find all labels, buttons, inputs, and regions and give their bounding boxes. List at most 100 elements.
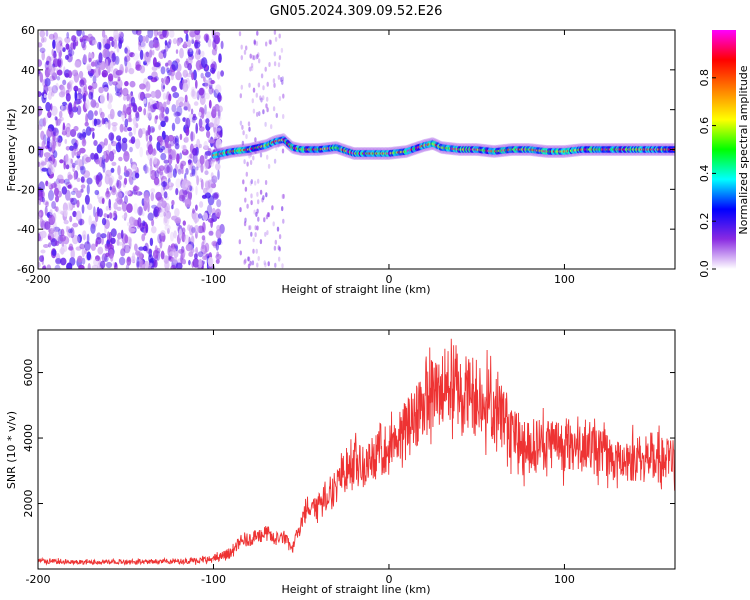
spectrogram-noise-cell <box>48 189 54 201</box>
spectrogram-noise-cell <box>98 86 104 94</box>
spectrogram-streak-cell <box>249 53 252 59</box>
spectrogram-noise-cell <box>215 229 222 239</box>
spectrogram-noise-cell <box>58 178 66 184</box>
spectrogram-noise-cell <box>184 136 189 143</box>
spectrogram-noise-cell <box>153 39 160 49</box>
colorbar-tick-label: 0.0 <box>698 260 711 278</box>
spectrogram-noise-cell <box>151 218 155 227</box>
spectrogram-noise-cell <box>60 228 65 237</box>
spectrogram-noise-cell <box>104 43 111 50</box>
spectrogram-noise-cell <box>118 156 123 162</box>
spectrogram-streak-cell <box>266 107 269 113</box>
spectrogram-noise-cell <box>94 110 98 116</box>
spectrogram-noise-cell <box>153 157 158 165</box>
spectrogram-noise-cell <box>122 104 127 115</box>
spectrogram-noise-cell <box>201 241 205 250</box>
spectrogram-streak-cell <box>260 97 263 103</box>
spectrogram-streak-cell <box>262 195 265 201</box>
spectrogram-noise-cell <box>48 147 52 152</box>
spectrogram-noise-cell <box>146 248 153 254</box>
spectrogram-noise-cell <box>141 210 145 217</box>
spectrogram-noise-cell <box>48 164 53 176</box>
spectrogram-streak-cell <box>251 98 254 104</box>
spectrogram-streak-cell <box>267 163 271 169</box>
spectrogram-noise-cell <box>100 111 105 119</box>
spectrogram-noise-cell <box>198 126 205 132</box>
spectrogram-noise-cell <box>65 164 70 170</box>
spectrogram-noise-cell <box>124 56 128 67</box>
spectrogram-noise-cell <box>165 62 169 67</box>
spectrogram-noise-cell <box>58 110 63 118</box>
spectrogram-noise-cell <box>217 92 222 103</box>
spectrogram-noise-cell <box>149 171 153 177</box>
spectrogram-noise-cell <box>160 250 165 260</box>
spectrogram-noise-cell <box>166 164 173 174</box>
spectrogram-noise-cell <box>173 111 180 118</box>
spectrogram-noise-cell <box>206 130 211 138</box>
spectrogram-streak-cell <box>242 130 245 136</box>
spectrogram-noise-cell <box>138 206 142 216</box>
spectrogram-noise-cell <box>94 59 101 69</box>
spectrogram-streak-cell <box>278 234 282 240</box>
spectrogram-streak-cell <box>275 146 278 151</box>
spectrogram-noise-cell <box>187 62 193 71</box>
spectrogram-noise-cell <box>150 164 153 175</box>
spectrogram-streak-cell <box>246 203 249 209</box>
spectrogram-streak-cell <box>266 154 269 160</box>
spectrogram-noise-cell <box>54 230 60 241</box>
spectrogram-noise-cell <box>176 105 183 117</box>
spectrogram-noise-cell <box>101 117 105 125</box>
spectrogram-noise-cell <box>86 65 92 72</box>
spectrogram-noise-cell <box>151 66 158 71</box>
spectrogram-noise-cell <box>160 120 166 128</box>
spectrogram-noise-cell <box>49 209 53 216</box>
spectrogram-streak-cell <box>238 239 241 245</box>
spectrogram-noise-cell <box>65 225 69 233</box>
spectrogram-noise-cell <box>215 162 221 171</box>
spectrogram-noise-cell <box>134 172 140 179</box>
chart-title: GN05.2024.309.09.52.E26 <box>270 4 443 19</box>
spectrogram-noise-cell <box>153 177 160 186</box>
spectrogram-streak-cell <box>252 87 256 93</box>
spectrogram-noise-cell <box>183 234 190 245</box>
spectrogram-streak-cell <box>240 84 243 90</box>
spectrogram-noise-cell <box>144 93 152 98</box>
spectrogram-noise-cell <box>69 215 73 223</box>
spectrogram-noise-cell <box>201 57 208 69</box>
spectrogram-noise-cell <box>85 156 92 163</box>
spectrogram-noise-cell <box>76 199 80 208</box>
spectrogram-noise-cell <box>129 256 136 263</box>
spectrogram-noise-cell <box>195 204 198 211</box>
spectrogram-noise-cell <box>170 72 174 81</box>
spectrogram-noise-cell <box>88 91 93 100</box>
spectrogram-noise-cell <box>187 190 193 201</box>
spectrogram-noise-cell <box>168 93 172 102</box>
spectrogram-streak-cell <box>280 47 284 53</box>
spectrogram-noise-cell <box>38 42 43 48</box>
spectrogram-noise-cell <box>116 191 123 200</box>
spectrogram-noise-cell <box>175 178 181 189</box>
spectrogram-noise-cell <box>158 135 164 141</box>
spectrogram-noise-cell <box>49 86 53 96</box>
spectrogram-streak-cell <box>274 262 277 268</box>
x-tick-label: 0 <box>385 573 392 586</box>
spectrogram-noise-cell <box>84 83 88 93</box>
spectrogram-heatmap <box>38 30 675 269</box>
spectrogram-noise-cell <box>190 248 195 253</box>
spectrogram-noise-cell <box>62 122 66 131</box>
spectrogram-streak-cell <box>238 31 242 37</box>
spectrogram-noise-cell <box>176 153 180 165</box>
spectrogram-noise-cell <box>170 264 177 269</box>
spectrogram-noise-cell <box>100 260 106 269</box>
spectrogram-noise-cell <box>178 249 185 254</box>
spectrogram-noise-cell <box>212 39 217 50</box>
spectrogram-noise-cell <box>50 105 58 116</box>
snr-frame <box>37 329 676 570</box>
spectrogram-noise-cell <box>135 138 141 150</box>
spectrogram-noise-cell <box>52 52 57 59</box>
spectrogram-noise-cell <box>84 194 90 205</box>
spectrogram-noise-cell <box>64 73 70 78</box>
spectrogram-noise-cell <box>192 113 196 119</box>
spectrogram-noise-cell <box>44 205 48 216</box>
spectrogram-noise-cell <box>191 168 196 177</box>
